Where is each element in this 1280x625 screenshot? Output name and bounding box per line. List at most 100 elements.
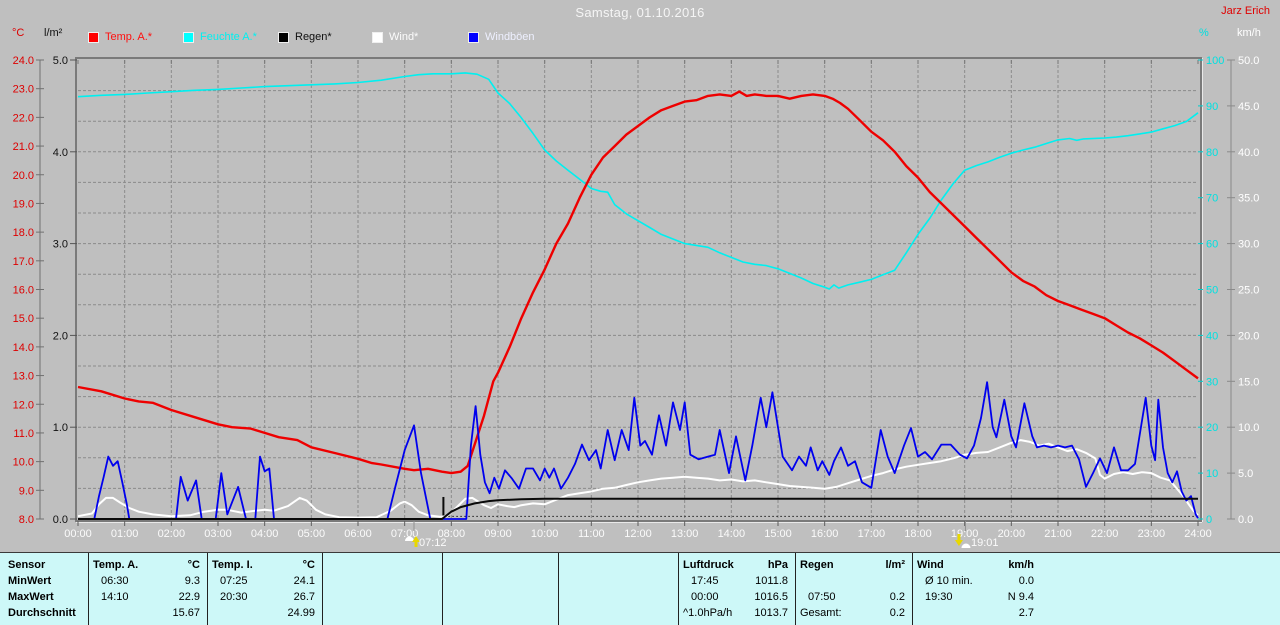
svg-text:80: 80 <box>1206 147 1218 159</box>
svg-text:08:00: 08:00 <box>438 528 466 540</box>
svg-text:30.0: 30.0 <box>1238 239 1259 251</box>
legend-item-temp: Temp. A.* <box>88 31 152 43</box>
wind-axis-unit: km/h <box>1237 27 1261 39</box>
x-axis-ticks: 00:00 01:00 02:00 03:00 04:00 05:00 06:00 07:00… <box>64 60 1212 540</box>
temp-swatch-icon <box>88 31 99 43</box>
avg-value: 1013.7 <box>754 606 788 619</box>
svg-text:11.0: 11.0 <box>13 428 34 440</box>
table-divider <box>322 553 323 625</box>
sensor-name: Regen <box>800 558 834 571</box>
legend-item-wind: Wind* <box>372 31 418 43</box>
table-divider <box>207 553 208 625</box>
gridlines <box>78 60 1198 519</box>
table-divider <box>678 553 679 625</box>
svg-text:09:00: 09:00 <box>484 528 512 540</box>
svg-text:0.0: 0.0 <box>1238 514 1253 526</box>
rain-swatch-icon <box>278 31 289 43</box>
humidity-swatch-icon <box>183 31 194 43</box>
svg-text:18.0: 18.0 <box>13 227 34 239</box>
sensor-name: Wind <box>917 558 944 571</box>
max-time: 14:10 <box>101 590 129 603</box>
max-time: 20:30 <box>220 590 248 603</box>
svg-text:10.0: 10.0 <box>13 457 34 469</box>
svg-text:15:00: 15:00 <box>764 528 792 540</box>
series-Regen <box>78 497 1198 520</box>
svg-text:06:00: 06:00 <box>344 528 372 540</box>
row-label-minwert: MinWert <box>8 574 52 587</box>
svg-text:50.0: 50.0 <box>1238 55 1259 67</box>
series-Windböen <box>78 381 1199 520</box>
sensor-name: Temp. A. <box>93 558 139 571</box>
max-value: 26.7 <box>293 590 315 603</box>
max-value: 1016.5 <box>754 590 788 603</box>
stats-col-regen: Regen l/m² 07:50 0.2 Gesamt: 0.2 <box>796 553 912 625</box>
sensor-name: Luftdruck <box>683 558 734 571</box>
legend-label: Wind* <box>389 31 419 43</box>
max-value: 22.9 <box>178 590 200 603</box>
svg-text:35.0: 35.0 <box>1238 193 1259 205</box>
svg-text:20: 20 <box>1206 422 1218 434</box>
avg-value: 15.67 <box>172 606 200 619</box>
svg-text:20:00: 20:00 <box>998 528 1026 540</box>
svg-text:25.0: 25.0 <box>1238 285 1259 297</box>
sensor-unit: l/m² <box>885 558 905 571</box>
svg-text:13:00: 13:00 <box>671 528 699 540</box>
svg-text:24:00: 24:00 <box>1184 528 1212 540</box>
max-time: 00:00 <box>691 590 719 603</box>
svg-text:40.0: 40.0 <box>1238 147 1259 159</box>
svg-text:40: 40 <box>1206 330 1218 342</box>
svg-text:12.0: 12.0 <box>13 399 34 411</box>
svg-text:17:00: 17:00 <box>858 528 886 540</box>
svg-text:19.0: 19.0 <box>13 198 34 210</box>
stats-row-labels: Sensor MinWert MaxWert Durchschnitt <box>0 553 88 625</box>
sensor-unit: hPa <box>767 558 788 571</box>
svg-text:1.0: 1.0 <box>53 422 68 434</box>
series-Temp. A. <box>77 90 1199 475</box>
svg-text:22:00: 22:00 <box>1091 528 1119 540</box>
svg-text:23.0: 23.0 <box>13 84 34 96</box>
svg-text:18:00: 18:00 <box>904 528 932 540</box>
svg-text:14.0: 14.0 <box>13 342 34 354</box>
max-value: 0.2 <box>889 590 905 603</box>
svg-text:90: 90 <box>1206 101 1218 113</box>
min-value: 0.0 <box>1018 574 1034 587</box>
table-divider <box>912 553 913 625</box>
svg-text:14:00: 14:00 <box>718 528 746 540</box>
svg-text:9.0: 9.0 <box>19 485 34 497</box>
min-time: Ø 10 min. <box>925 574 973 587</box>
svg-text:0: 0 <box>1206 514 1212 526</box>
row-label-maxwert: MaxWert <box>8 590 54 603</box>
legend-item-gusts: Windböen <box>468 31 535 43</box>
svg-text:15.0: 15.0 <box>1238 376 1259 388</box>
max-time: 07:50 <box>808 590 836 603</box>
max-time: 19:30 <box>925 590 953 603</box>
sensor-unit: km/h <box>1008 558 1034 571</box>
min-value: 24.1 <box>293 574 315 587</box>
sensor-name: Temp. I. <box>212 558 253 571</box>
svg-text:22.0: 22.0 <box>13 112 34 124</box>
svg-text:17.0: 17.0 <box>13 256 34 268</box>
legend-label: Temp. A.* <box>105 31 153 43</box>
svg-text:11:00: 11:00 <box>578 528 605 540</box>
row-label-durchschnitt: Durchschnitt <box>8 606 76 619</box>
page-title: Samstag, 01.10.2016 <box>575 5 705 20</box>
svg-text:24.0: 24.0 <box>13 55 34 67</box>
svg-text:5.0: 5.0 <box>53 55 68 67</box>
svg-text:23:00: 23:00 <box>1138 528 1166 540</box>
sensor-unit: °C <box>302 558 315 571</box>
svg-text:45.0: 45.0 <box>1238 101 1259 113</box>
svg-text:70: 70 <box>1206 193 1218 205</box>
svg-text:21:00: 21:00 <box>1044 528 1072 540</box>
table-divider <box>795 553 796 625</box>
stats-col-wind: Wind km/h Ø 10 min. 0.0 19:30 N 9.4 2.7 <box>913 553 1041 625</box>
svg-text:3.0: 3.0 <box>53 239 68 251</box>
svg-text:03:00: 03:00 <box>204 528 232 540</box>
avg-label: ^1.0hPa/h <box>683 606 733 619</box>
avg-value: 24.99 <box>287 606 315 619</box>
sunrise-time-label: 07:12 <box>419 537 447 549</box>
min-time: 06:30 <box>101 574 129 587</box>
stats-table: Sensor MinWert MaxWert Durchschnitt Temp… <box>0 552 1280 625</box>
temp-axis-unit: °C <box>12 27 25 39</box>
stats-col-temp-a: Temp. A. °C 06:30 9.3 14:10 22.9 15.67 <box>89 553 207 625</box>
svg-text:8.0: 8.0 <box>19 514 34 526</box>
